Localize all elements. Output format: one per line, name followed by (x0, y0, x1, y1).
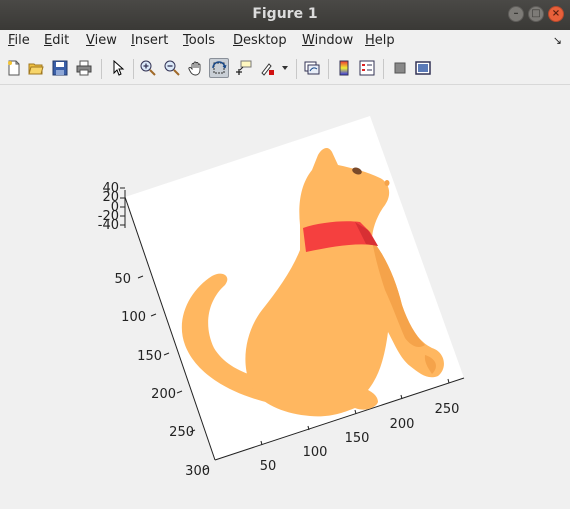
zoom-in-icon[interactable] (138, 58, 158, 78)
pan-icon[interactable] (186, 58, 206, 78)
menu-insert[interactable]: Insert (131, 33, 169, 48)
menu-file[interactable]: File (8, 33, 30, 48)
menu-tools[interactable]: Tools (183, 33, 216, 48)
x-tick-label: 150 (345, 431, 370, 446)
toolbar (0, 54, 570, 85)
x-tick-label: 250 (435, 402, 460, 417)
cat-eye (352, 167, 362, 175)
cat-tail (181, 273, 322, 410)
menu-bar: File Edit View Insert Tools Desktop Wind… (0, 30, 570, 52)
z-tick-label: 20 (102, 190, 119, 205)
y-tick-label: 50 (114, 272, 131, 287)
y-axis-line (124, 196, 216, 461)
z-tick-label: -20 (98, 209, 119, 224)
y-tick-label: 200 (151, 387, 176, 402)
maximize-icon[interactable]: □ (528, 6, 544, 22)
z-tick-label: -40 (98, 218, 119, 233)
title-bar: Figure 1 – □ × (0, 0, 570, 30)
hide-plot-tools-icon[interactable] (390, 58, 410, 78)
dock-arrow-icon[interactable]: ↘ (552, 34, 562, 47)
x-axis-line (214, 377, 465, 461)
menu-edit[interactable]: Edit (44, 33, 70, 48)
legend-icon[interactable] (357, 58, 377, 78)
y-tick-label: 300 (185, 464, 210, 479)
new-figure-icon[interactable] (4, 58, 24, 78)
window-title: Figure 1 (252, 6, 318, 22)
menu-help[interactable]: Help (365, 33, 395, 48)
figure-canvas[interactable]: 40 20 0 -20 -40 50 100 150 200 250 300 (0, 85, 570, 505)
pointer-icon[interactable] (108, 58, 128, 78)
data-cursor-icon[interactable] (234, 58, 254, 78)
x-tick-label: 50 (260, 459, 277, 474)
z-tick-label: 40 (102, 181, 119, 196)
save-icon[interactable] (50, 58, 70, 78)
open-file-icon[interactable] (26, 58, 46, 78)
x-axis: 50 100 150 200 250 (260, 378, 460, 474)
cat-body (245, 148, 444, 417)
cat-nose (384, 180, 390, 186)
menu-window[interactable]: Window (302, 33, 354, 48)
dropdown-arrow-icon[interactable] (279, 58, 291, 78)
link-plot-icon[interactable] (302, 58, 322, 78)
x-tick-label: 200 (390, 417, 415, 432)
menu-desktop[interactable]: Desktop (233, 33, 287, 48)
cat-paw-shadow (424, 355, 436, 374)
brush-icon[interactable] (257, 58, 277, 78)
y-tick-label: 100 (121, 310, 146, 325)
y-axis: 50 100 150 200 250 300 (114, 272, 210, 479)
zoom-out-icon[interactable] (162, 58, 182, 78)
colorbar-icon[interactable] (334, 58, 354, 78)
x-tick-label: 100 (303, 445, 328, 460)
show-plot-tools-icon[interactable] (413, 58, 433, 78)
z-tick-label: 0 (111, 200, 119, 215)
print-icon[interactable] (74, 58, 94, 78)
axes-3d[interactable]: 40 20 0 -20 -40 50 100 150 200 250 300 (0, 85, 570, 505)
cat-leg-shadow (372, 240, 425, 348)
y-tick-label: 150 (137, 349, 162, 364)
y-tick-label: 250 (169, 425, 194, 440)
close-icon[interactable]: × (548, 6, 564, 22)
cat-image (181, 148, 444, 417)
z-axis: 40 20 0 -20 -40 (98, 181, 125, 233)
cat-collar-shade (355, 222, 378, 246)
minimize-icon[interactable]: – (508, 6, 524, 22)
rotate-3d-icon[interactable] (209, 58, 229, 78)
menu-view[interactable]: View (86, 33, 117, 48)
